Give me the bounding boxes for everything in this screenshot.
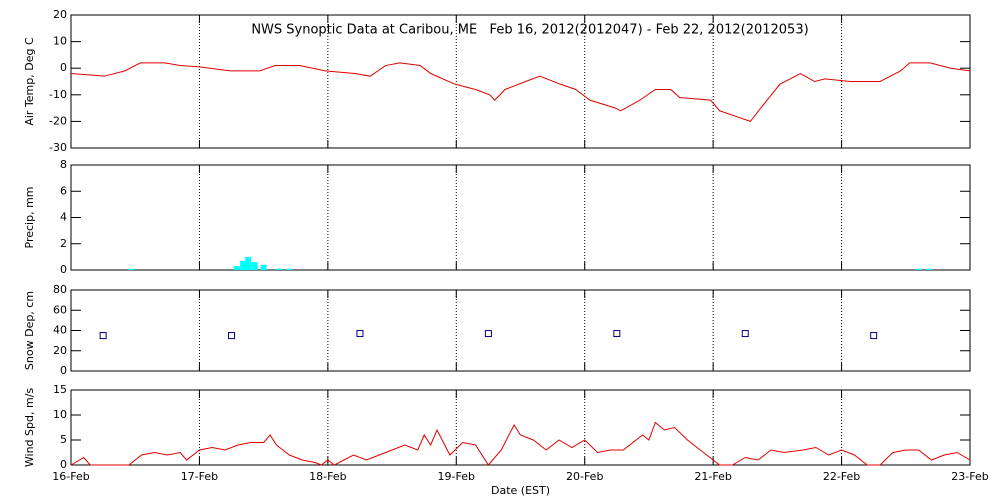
y-tick-label: 10 bbox=[53, 35, 67, 48]
y-tick-label: 80 bbox=[53, 283, 67, 296]
y-axis-label: Air Temp, Deg C bbox=[23, 37, 36, 126]
x-tick-label: 18-Feb bbox=[309, 470, 346, 483]
y-tick-label: -10 bbox=[49, 88, 67, 101]
y-tick-label: 4 bbox=[60, 211, 67, 224]
y-tick-label: 20 bbox=[53, 344, 67, 357]
y-tick-label: 10 bbox=[53, 408, 67, 421]
y-tick-label: 8 bbox=[60, 158, 67, 171]
point bbox=[741, 330, 749, 338]
x-tick-label: 17-Feb bbox=[181, 470, 218, 483]
y-tick-label: 0 bbox=[60, 458, 67, 471]
plot-frame bbox=[70, 164, 971, 271]
point bbox=[228, 332, 236, 340]
y-tick-label: 0 bbox=[60, 263, 67, 276]
point bbox=[356, 330, 364, 338]
y-tick-label: -30 bbox=[49, 141, 67, 154]
y-axis-label: Wind Spd, m/s bbox=[23, 388, 36, 468]
x-axis-label: Date (EST) bbox=[491, 484, 550, 497]
bar bbox=[915, 268, 922, 270]
y-tick-label: 40 bbox=[53, 324, 67, 337]
y-tick-label: -20 bbox=[49, 114, 67, 127]
point bbox=[870, 332, 878, 340]
bar bbox=[286, 268, 293, 270]
x-tick-label: 23-Feb bbox=[951, 470, 988, 483]
bar bbox=[260, 264, 267, 270]
y-axis-label: Precip, mm bbox=[23, 187, 36, 249]
bar bbox=[240, 260, 247, 270]
x-tick-label: 21-Feb bbox=[694, 470, 731, 483]
y-axis-label: Snow Dep, cm bbox=[23, 291, 36, 370]
y-tick-label: 2 bbox=[60, 237, 67, 250]
bar bbox=[276, 268, 283, 270]
line bbox=[70, 62, 971, 122]
x-tick-label: 20-Feb bbox=[566, 470, 603, 483]
bar bbox=[251, 262, 258, 270]
y-tick-label: 0 bbox=[60, 364, 67, 377]
bar bbox=[925, 268, 932, 270]
y-tick-label: 5 bbox=[60, 433, 67, 446]
y-tick-label: 6 bbox=[60, 184, 67, 197]
chart-title: NWS Synoptic Data at Caribou, ME Feb 16,… bbox=[251, 23, 808, 38]
plot-frame bbox=[70, 389, 971, 466]
plot-frame bbox=[70, 14, 971, 149]
bar bbox=[128, 268, 135, 270]
point bbox=[484, 330, 492, 338]
line bbox=[70, 421, 971, 466]
y-tick-label: 60 bbox=[53, 303, 67, 316]
x-tick-label: 19-Feb bbox=[438, 470, 475, 483]
y-tick-label: 20 bbox=[53, 8, 67, 21]
bar bbox=[245, 256, 252, 270]
y-tick-label: 15 bbox=[53, 383, 67, 396]
point bbox=[99, 332, 107, 340]
y-tick-label: 0 bbox=[60, 61, 67, 74]
x-tick-label: 16-Feb bbox=[52, 470, 89, 483]
point bbox=[613, 330, 621, 338]
bar bbox=[233, 266, 240, 270]
plot-frame bbox=[70, 289, 971, 372]
x-tick-label: 22-Feb bbox=[823, 470, 860, 483]
